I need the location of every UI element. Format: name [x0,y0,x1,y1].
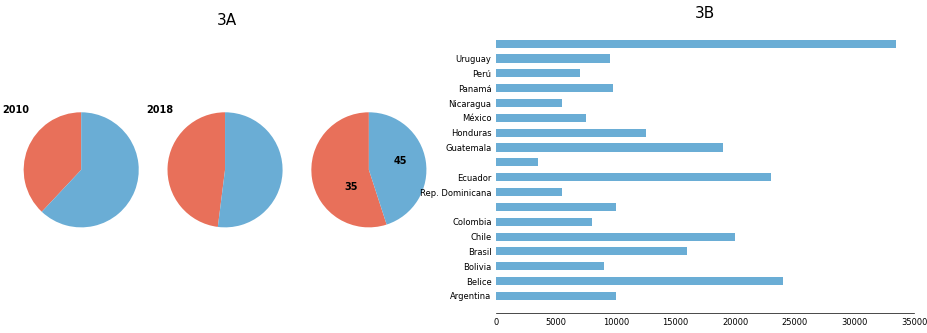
Bar [496,188,562,196]
Wedge shape [218,112,282,227]
Bar [496,232,734,241]
Text: 35: 35 [345,182,358,192]
Bar [496,40,895,48]
Bar [496,99,562,107]
Text: 2018: 2018 [146,105,172,115]
Wedge shape [168,112,224,227]
Text: 45: 45 [393,156,407,166]
Bar [496,292,616,300]
Wedge shape [42,112,138,227]
Bar [496,247,687,255]
Wedge shape [311,112,387,227]
Title: 3B: 3B [694,6,715,21]
Bar [496,129,645,137]
Wedge shape [369,112,425,224]
Bar [496,262,603,270]
Bar [496,55,609,63]
Bar [496,114,585,122]
Bar [496,69,579,78]
Bar [496,203,616,211]
Bar [496,144,722,152]
Bar [496,277,782,285]
Wedge shape [24,112,82,212]
Text: 2010: 2010 [2,105,29,115]
Bar [496,218,591,226]
Bar [496,84,613,92]
Bar [496,173,770,181]
Bar [496,158,538,166]
Text: 3A: 3A [217,13,237,28]
